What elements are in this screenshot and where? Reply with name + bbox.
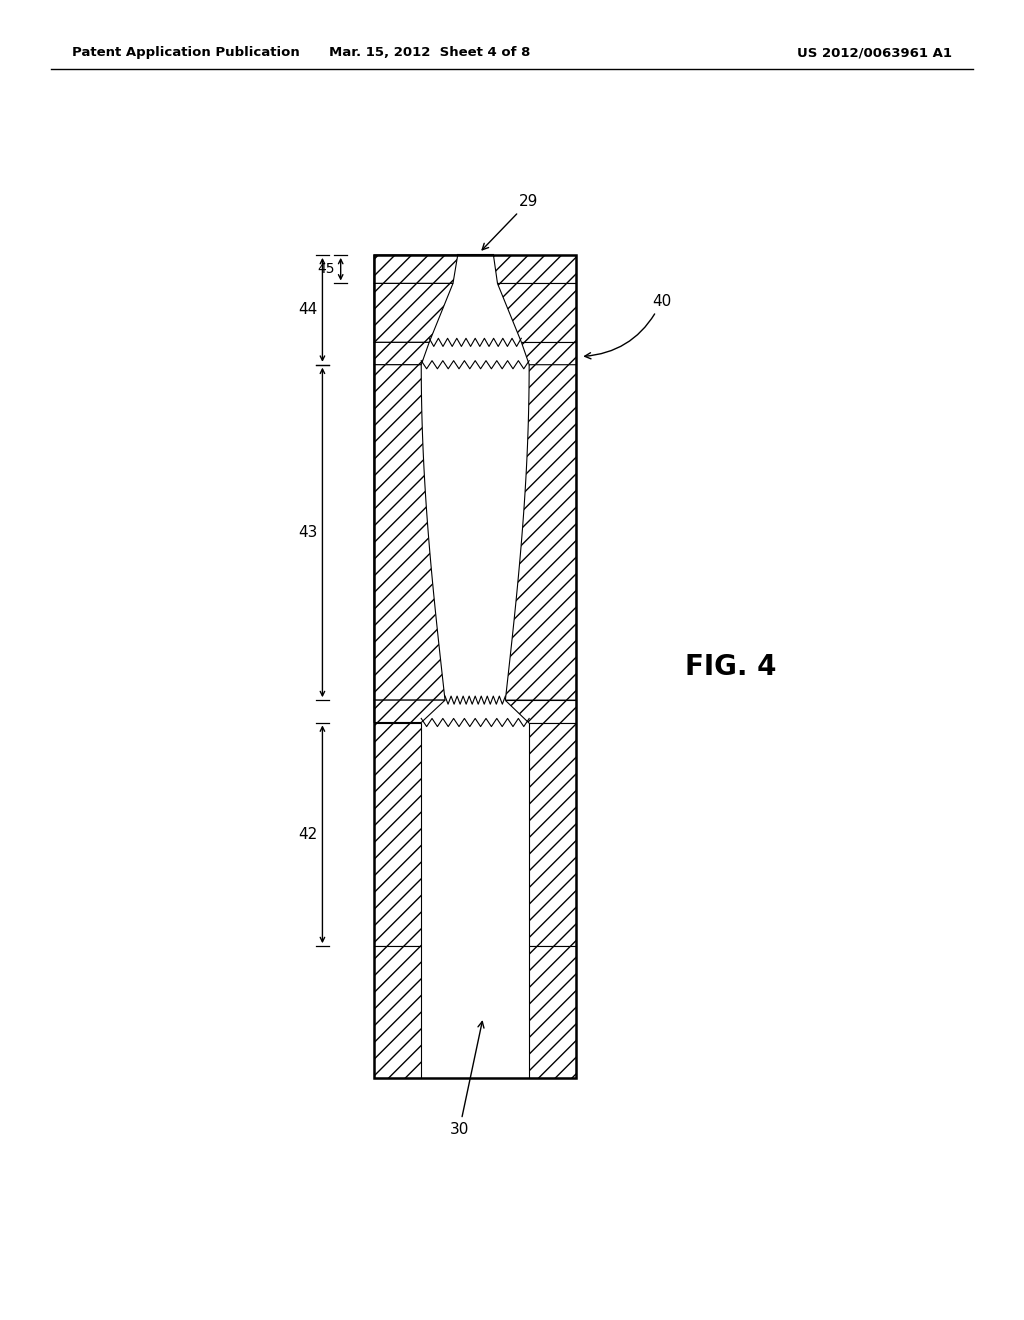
Polygon shape [493, 255, 577, 284]
Polygon shape [374, 364, 445, 700]
Polygon shape [506, 700, 577, 722]
Text: US 2012/0063961 A1: US 2012/0063961 A1 [798, 46, 952, 59]
Polygon shape [529, 722, 577, 946]
Polygon shape [498, 284, 577, 342]
Text: 45: 45 [317, 263, 335, 276]
Polygon shape [521, 342, 577, 364]
Bar [374, 255, 577, 1078]
Polygon shape [374, 722, 421, 946]
Text: 30: 30 [450, 1022, 484, 1137]
Polygon shape [374, 342, 429, 364]
Text: 42: 42 [299, 826, 317, 842]
Text: 40: 40 [585, 294, 671, 359]
Text: Mar. 15, 2012  Sheet 4 of 8: Mar. 15, 2012 Sheet 4 of 8 [330, 46, 530, 59]
Polygon shape [506, 364, 577, 700]
Bar [374, 255, 577, 1078]
Polygon shape [374, 700, 445, 722]
Polygon shape [374, 284, 453, 342]
Text: Patent Application Publication: Patent Application Publication [72, 46, 299, 59]
Text: 44: 44 [299, 302, 317, 317]
Text: 43: 43 [298, 525, 317, 540]
Text: 29: 29 [482, 194, 539, 249]
Text: FIG. 4: FIG. 4 [685, 652, 777, 681]
Polygon shape [374, 255, 458, 284]
Polygon shape [529, 946, 577, 1078]
Polygon shape [374, 946, 421, 1078]
